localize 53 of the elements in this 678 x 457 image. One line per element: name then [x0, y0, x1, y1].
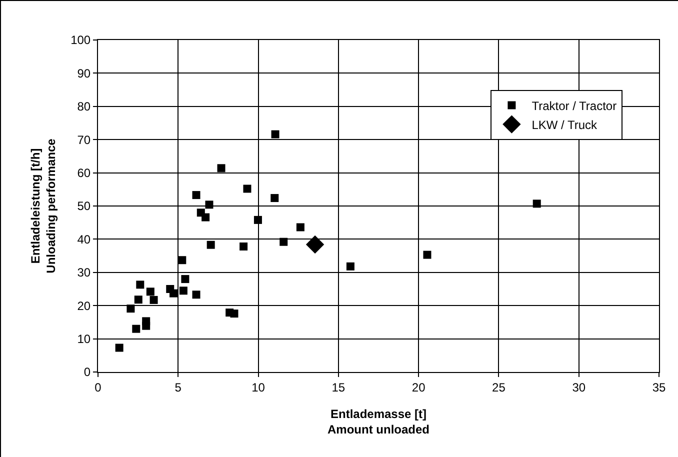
y-tick-label: 40	[77, 232, 91, 246]
point	[306, 235, 324, 254]
y-tick-label: 80	[77, 100, 91, 114]
point	[217, 164, 226, 172]
x-tick-label: 30	[572, 380, 586, 394]
point	[136, 280, 144, 289]
point	[150, 296, 158, 304]
point	[146, 288, 154, 296]
point	[532, 200, 541, 208]
y-tick-label: 70	[77, 132, 91, 147]
y-tick-label: 50	[77, 199, 91, 214]
x-tick-label: 5	[174, 380, 182, 394]
point	[181, 275, 190, 284]
point	[230, 310, 238, 318]
point	[243, 184, 252, 193]
x-axis-title: Entlademasse [t] Amount unloaded	[328, 407, 430, 437]
x-tick-label: 35	[652, 380, 666, 394]
point	[270, 194, 279, 202]
x-tick-label: 0	[94, 380, 102, 394]
point	[240, 242, 248, 250]
point	[192, 290, 200, 299]
point	[271, 130, 280, 138]
point	[206, 240, 215, 249]
point	[296, 223, 304, 232]
point	[126, 304, 135, 313]
y-tick-label: 10	[77, 332, 91, 346]
y-tick-label: 0	[84, 365, 91, 380]
y-axis-title: Entladeleistung [t/h] Unloading performance	[28, 138, 58, 274]
y-tick-label: 60	[77, 166, 91, 180]
x-tick-label: 25	[492, 380, 506, 394]
y-tick-label: 20	[77, 298, 91, 313]
point	[254, 216, 262, 224]
point	[132, 324, 140, 333]
y-tick-label: 30	[77, 266, 91, 280]
point	[202, 213, 210, 222]
point	[280, 238, 288, 246]
point	[205, 200, 214, 209]
y-tick-label: 90	[77, 66, 91, 80]
point	[134, 296, 142, 304]
point	[115, 344, 124, 352]
point	[178, 256, 186, 264]
point	[192, 191, 200, 200]
legend-label: Traktor / Tractor	[532, 98, 617, 113]
point	[169, 289, 178, 298]
y-tick-label: 100	[70, 33, 91, 48]
point	[423, 250, 432, 259]
point	[346, 262, 354, 270]
x-tick-label: 10	[252, 380, 266, 394]
point	[142, 322, 150, 330]
legend-label: LKW / Truck	[532, 118, 598, 132]
point	[179, 286, 188, 295]
x-tick-label: 15	[332, 380, 346, 394]
x-tick-label: 20	[412, 380, 426, 394]
